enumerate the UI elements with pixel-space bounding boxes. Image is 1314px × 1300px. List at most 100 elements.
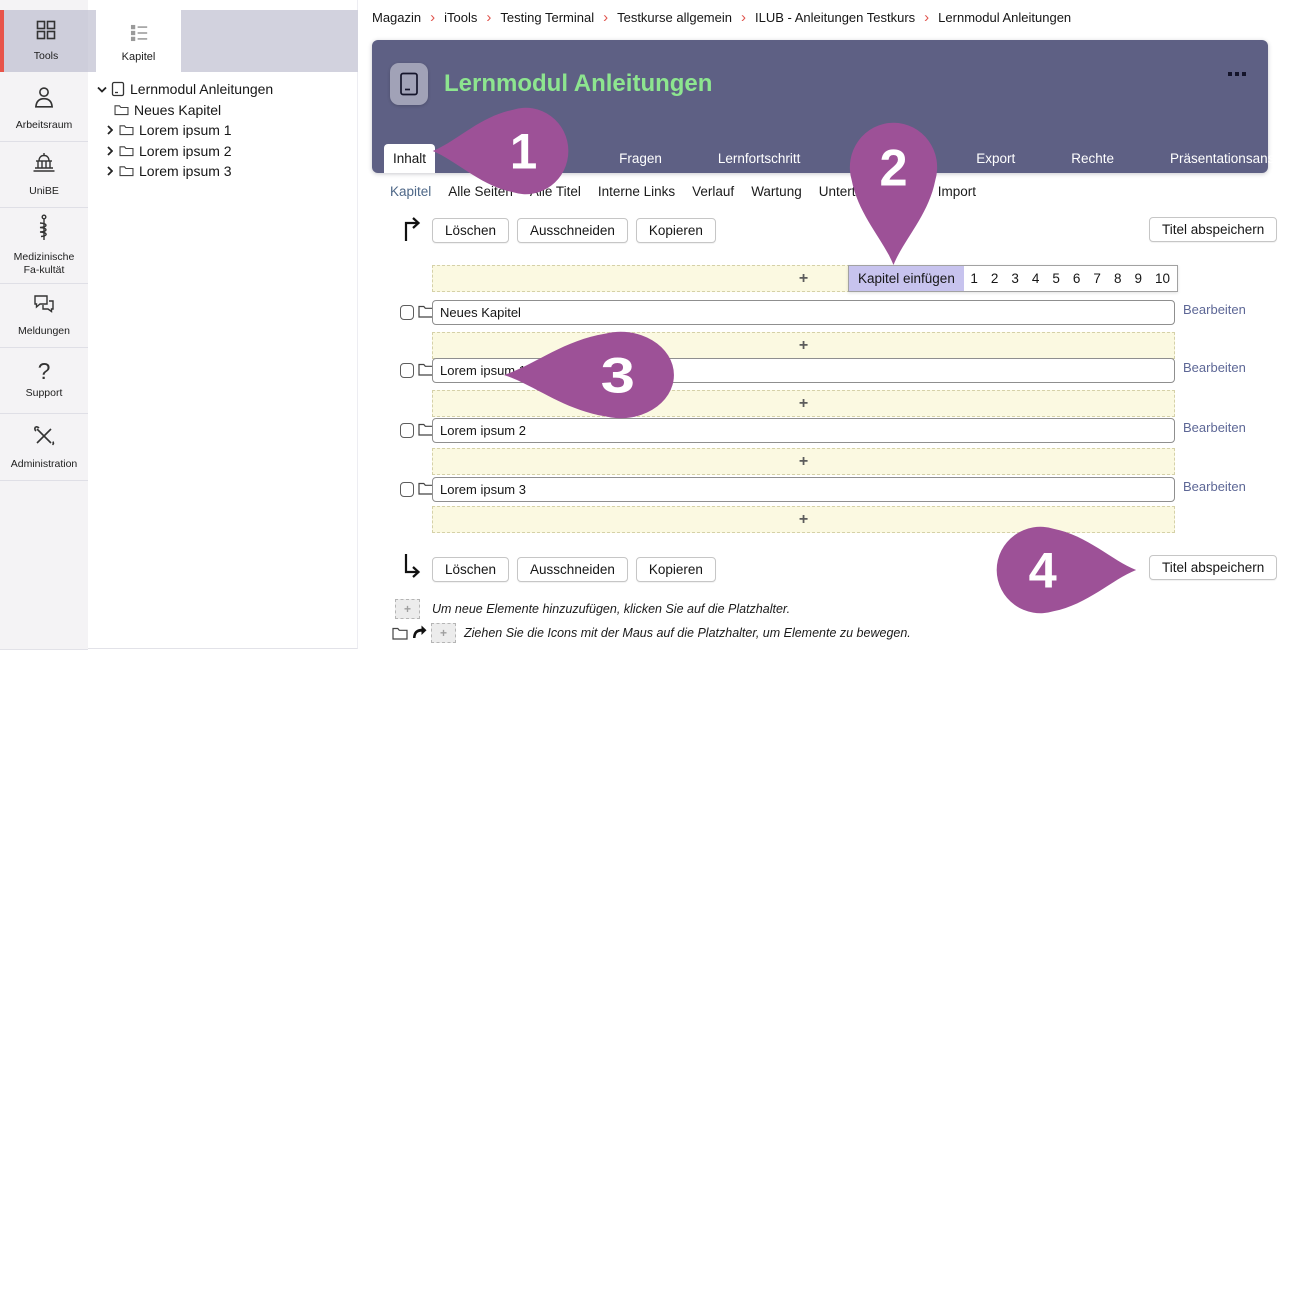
insert-chapter-popup: Kapitel einfügen 1 2 3 4 5 6 7 8 9 10 xyxy=(848,265,1178,292)
breadcrumb-separator-icon: › xyxy=(924,9,930,26)
sidebar-item-meldungen[interactable]: Meldungen xyxy=(0,284,88,348)
chapter-title-input[interactable] xyxy=(432,477,1175,502)
sidebar-item-administration[interactable]: Administration xyxy=(0,414,88,481)
breadcrumb-item[interactable]: ILUB - Anleitungen Testkurs xyxy=(754,10,916,25)
cut-button[interactable]: Ausschneiden xyxy=(517,557,628,582)
subtab-kapitel[interactable]: Kapitel xyxy=(390,184,432,199)
subtab-import[interactable]: Import xyxy=(937,184,977,199)
actions-menu-icon[interactable] xyxy=(1228,72,1246,76)
tree-item[interactable]: Lorem ipsum 1 xyxy=(88,120,358,141)
subtab-alle-seiten[interactable]: Alle Seiten xyxy=(448,184,513,199)
breadcrumb-separator-icon: › xyxy=(603,9,609,26)
chat-bubbles-icon xyxy=(31,292,57,321)
insert-count-option[interactable]: 8 xyxy=(1113,271,1122,286)
tree-item-label: Lorem ipsum 2 xyxy=(139,142,232,159)
folder-icon xyxy=(119,145,134,157)
insert-count-option[interactable]: 3 xyxy=(1011,271,1019,286)
chapter-title-input[interactable] xyxy=(432,418,1175,443)
insert-count-option[interactable]: 1 xyxy=(970,271,978,286)
subtab-alle-titel[interactable]: Alle Titel xyxy=(529,184,581,199)
chevron-right-icon[interactable] xyxy=(104,146,116,156)
tree-root[interactable]: Lernmodul Anleitungen xyxy=(88,79,358,100)
chapter-checkbox[interactable] xyxy=(400,423,414,438)
plus-icon: + xyxy=(798,269,809,287)
placeholder-sample-icon: + xyxy=(395,599,420,619)
tab-einstellungen[interactable]: Einstellungen xyxy=(482,151,564,166)
tab-fragen[interactable]: Fragen xyxy=(619,151,662,166)
tree-item[interactable]: Lorem ipsum 2 xyxy=(88,141,358,162)
chapter-checkbox[interactable] xyxy=(400,482,414,497)
tree-item-label: Lorem ipsum 3 xyxy=(139,163,232,180)
breadcrumb-separator-icon: › xyxy=(430,9,436,26)
chapter-title-input[interactable] xyxy=(432,358,1175,383)
insert-placeholder[interactable]: + xyxy=(432,390,1175,417)
chevron-down-icon[interactable] xyxy=(96,86,108,93)
folder-icon xyxy=(119,124,134,136)
chapter-title-input[interactable] xyxy=(432,300,1175,325)
subtab-untertitel-medien[interactable]: Untertitel Medien xyxy=(818,184,921,199)
cut-button[interactable]: Ausschneiden xyxy=(517,218,628,243)
tab-metadaten[interactable]: Metadaten xyxy=(856,151,921,166)
tab-lernfortschritt[interactable]: Lernfortschritt xyxy=(717,151,801,166)
insert-placeholder[interactable]: + xyxy=(432,506,1175,533)
question-mark-icon: ? xyxy=(37,358,51,385)
breadcrumb-item[interactable]: Testkurse allgemein xyxy=(617,10,732,25)
tabbar: Inhalt Einstellungen Fragen Lernfortschr… xyxy=(384,144,1314,173)
plus-icon: + xyxy=(798,336,809,354)
tab-inhalt[interactable]: Inhalt xyxy=(384,144,436,173)
breadcrumb-item[interactable]: Lernmodul Anleitungen xyxy=(938,10,1072,25)
sidebar-item-medizinische-fakultaet[interactable]: Medizinische Fa-kultät xyxy=(0,208,88,284)
breadcrumb-item[interactable]: Testing Terminal xyxy=(500,10,595,25)
insert-count-option[interactable]: 7 xyxy=(1093,271,1101,286)
sidebar-item-tools[interactable]: Tools xyxy=(0,10,88,72)
insert-count-option[interactable]: 9 xyxy=(1134,271,1142,286)
insert-placeholder[interactable]: + xyxy=(432,332,1175,359)
chapter-checkbox[interactable] xyxy=(400,305,414,320)
tree-item[interactable]: Lorem ipsum 3 xyxy=(88,161,358,182)
subtab-verlauf[interactable]: Verlauf xyxy=(692,184,735,199)
legend-line-1: Um neue Elemente hinzuzufügen, klicken S… xyxy=(432,602,791,616)
insert-count-option[interactable]: 5 xyxy=(1052,271,1060,286)
tree-item-label: Lorem ipsum 1 xyxy=(139,122,232,139)
insert-placeholder[interactable]: + xyxy=(432,448,1175,475)
university-icon xyxy=(30,150,58,181)
grid-icon xyxy=(34,18,58,47)
tree-item[interactable]: Neues Kapitel xyxy=(88,100,358,121)
insert-count-option[interactable]: 4 xyxy=(1031,271,1040,286)
subtab-interne-links[interactable]: Interne Links xyxy=(597,184,676,199)
insert-count-option[interactable]: 2 xyxy=(990,271,999,286)
copy-button[interactable]: Kopieren xyxy=(635,557,716,582)
tab-export[interactable]: Export xyxy=(976,151,1016,166)
tab-praesentationsansicht[interactable]: Präsentationsansicht xyxy=(1161,144,1314,173)
save-titles-button-bottom[interactable]: Titel abspeichern xyxy=(1149,555,1278,580)
edit-link[interactable]: Bearbeiten xyxy=(1183,479,1246,494)
chapter-checkbox[interactable] xyxy=(400,363,414,378)
save-titles-button-top[interactable]: Titel abspeichern xyxy=(1149,217,1278,242)
delete-button[interactable]: Löschen xyxy=(432,218,510,243)
insert-count-option[interactable]: 6 xyxy=(1072,271,1081,286)
subtab-wartung[interactable]: Wartung xyxy=(751,184,802,199)
tab-rechte[interactable]: Rechte xyxy=(1071,151,1115,166)
breadcrumb-item[interactable]: iTools xyxy=(444,10,478,25)
edit-link[interactable]: Bearbeiten xyxy=(1183,420,1246,435)
delete-button[interactable]: Löschen xyxy=(432,557,510,582)
sidebar-item-unibe[interactable]: UniBE xyxy=(0,142,88,208)
breadcrumb-item[interactable]: Magazin xyxy=(372,10,422,25)
edit-link[interactable]: Bearbeiten xyxy=(1183,360,1246,375)
object-header: Lernmodul Anleitungen Inhalt Einstellung… xyxy=(372,40,1310,173)
person-icon xyxy=(31,84,57,115)
page-title: Lernmodul Anleitungen xyxy=(444,70,713,97)
breadcrumb-separator-icon: › xyxy=(740,9,746,26)
chevron-right-icon[interactable] xyxy=(104,166,116,176)
sidebar-item-support[interactable]: ? Support xyxy=(0,348,88,414)
sidebar-item-arbeitsraum[interactable]: Arbeitsraum xyxy=(0,75,88,142)
tab-kapitel-tree[interactable]: Kapitel xyxy=(96,10,181,76)
chevron-right-icon[interactable] xyxy=(104,125,116,135)
edit-link[interactable]: Bearbeiten xyxy=(1183,302,1246,317)
breadcrumb: Magazin › iTools › Testing Terminal › Te… xyxy=(372,10,1071,25)
sidebar-item-label: Tools xyxy=(33,50,59,63)
insert-count-option[interactable]: 10 xyxy=(1154,271,1170,286)
list-icon xyxy=(128,23,150,48)
copy-button[interactable]: Kopieren xyxy=(635,218,716,243)
svg-text:4: 4 xyxy=(1029,543,1057,599)
